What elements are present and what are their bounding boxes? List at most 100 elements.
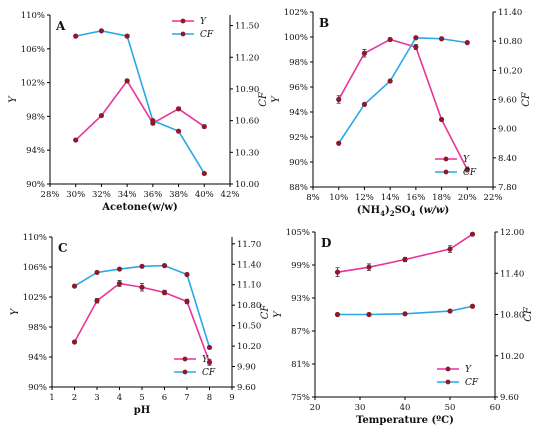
y-left-tick-label: 106%	[21, 45, 45, 55]
data-point-cf	[71, 283, 78, 289]
x-tick-label: 60	[490, 403, 501, 413]
x-axis-title-part: )	[385, 205, 390, 216]
legend-marker-y	[180, 18, 186, 24]
data-point-y	[184, 298, 190, 305]
x-tick-label: 32%	[92, 190, 111, 200]
y-right-tick-label: 10.30	[235, 148, 259, 158]
data-point-cf	[98, 28, 105, 34]
y-right-tick-label: 11.40	[498, 8, 522, 18]
data-point-cf	[161, 263, 168, 269]
y-right-tick-label: 11.20	[235, 53, 259, 63]
data-point-y	[161, 289, 168, 296]
x-tick-label: 30%	[66, 190, 85, 200]
x-axis-title: (NH4)2SO4 (w/w)	[357, 205, 449, 218]
legend-label-y: Y	[200, 17, 207, 27]
legend-marker-cf	[445, 379, 451, 385]
data-point-y	[334, 269, 341, 275]
data-point-cf	[402, 311, 408, 317]
data-point-y	[402, 256, 408, 263]
data-point-cf	[464, 40, 470, 46]
y-right-tick-label: 10.60	[235, 117, 259, 127]
x-tick-label: 22%	[484, 193, 503, 203]
x-tick-label: 30	[355, 403, 366, 413]
y-left-tick-label: 88%	[289, 183, 308, 193]
y-left-axis-title: Y	[10, 307, 21, 315]
y-left-tick-label: 94%	[26, 146, 45, 156]
data-point-y	[98, 112, 105, 119]
y-left-tick-label: 105%	[286, 228, 310, 238]
data-point-cf	[413, 35, 419, 41]
y-right-tick-label: 10.80	[498, 37, 522, 47]
x-tick-label: 5	[139, 393, 144, 403]
y-right-tick-label: 10.50	[237, 322, 261, 332]
y-right-tick-label: 10.80	[237, 301, 261, 311]
legend-label-cf: CF	[463, 168, 477, 178]
x-tick-label: 40%	[195, 190, 214, 200]
data-point-y	[464, 166, 470, 173]
data-point-cf	[469, 303, 476, 309]
y-right-axis-title: CF	[258, 91, 269, 107]
legend-label-y: Y	[465, 365, 472, 375]
legend-label-cf: CF	[200, 30, 214, 40]
data-point-cf	[334, 311, 341, 318]
y-left-tick-label: 110%	[23, 233, 47, 243]
y-right-axis-title: CF	[521, 91, 532, 107]
y-left-tick-label: 98%	[28, 323, 47, 333]
panel-letter: B	[319, 16, 329, 30]
data-point-cf	[206, 344, 213, 351]
y-left-axis-title: Y	[271, 95, 282, 103]
legend-marker-y	[445, 366, 451, 372]
series-line-y	[73, 282, 211, 363]
y-left-tick-label: 90%	[26, 180, 45, 190]
x-tick-label: 2	[72, 393, 77, 403]
legend-label-y: Y	[463, 155, 470, 165]
y-left-tick-label: 98%	[289, 58, 308, 68]
y-left-tick-label: 96%	[289, 83, 308, 93]
x-axis-title: Temperature (ºC)	[356, 415, 454, 426]
x-tick-label: 14%	[381, 193, 400, 203]
x-tick-label: 34%	[118, 190, 137, 200]
y-left-tick-label: 102%	[284, 8, 308, 18]
x-tick-label: 8	[207, 393, 212, 403]
data-point-cf	[361, 101, 368, 107]
chart-panel-d: 20 30 40 50 60 75% 81% 87% 93% 99% 105% 9.60 10.20 10…	[273, 228, 534, 426]
y-left-tick-label: 106%	[23, 263, 47, 273]
data-point-cf	[438, 36, 445, 42]
y-right-tick-label: 11.40	[500, 269, 524, 279]
x-tick-label: 10%	[329, 193, 348, 203]
data-point-cf	[150, 118, 156, 124]
series-line-y	[75, 79, 205, 141]
y-left-tick-label: 75%	[291, 393, 310, 403]
x-tick-label: 20%	[458, 193, 477, 203]
y-right-tick-label: 9.60	[500, 393, 519, 403]
data-point-y	[206, 359, 213, 365]
y-right-tick-label: 11.40	[237, 260, 261, 270]
y-left-tick-label: 102%	[23, 293, 47, 303]
y-left-tick-label: 90%	[28, 383, 47, 393]
y-right-tick-label: 12.00	[500, 228, 524, 238]
data-point-cf	[139, 263, 145, 269]
y-right-tick-label: 11.10	[237, 281, 261, 291]
x-tick-label: 1	[49, 393, 54, 403]
y-left-tick-label: 94%	[28, 353, 47, 363]
y-right-tick-label: 9.90	[237, 363, 256, 373]
data-point-y	[366, 264, 372, 270]
y-left-tick-label: 92%	[289, 133, 308, 143]
x-tick-label: 6	[162, 393, 167, 403]
data-point-cf	[366, 311, 372, 318]
x-axis-title-part: (	[415, 205, 423, 216]
data-point-y	[124, 78, 130, 84]
data-point-y	[116, 280, 123, 287]
data-point-cf	[94, 269, 100, 276]
y-left-tick-label: 81%	[291, 360, 310, 370]
x-tick-label: 40	[400, 403, 411, 413]
y-left-tick-label: 90%	[289, 158, 308, 168]
y-right-tick-label: 7.80	[498, 183, 517, 193]
legend-label-cf: CF	[465, 378, 479, 388]
data-point-y	[139, 284, 145, 290]
y-right-tick-label: 10.90	[235, 85, 259, 95]
y-right-tick-label: 10.20	[237, 342, 261, 352]
legend-label-cf: CF	[202, 368, 216, 378]
y-right-tick-label: 11.70	[237, 240, 261, 250]
